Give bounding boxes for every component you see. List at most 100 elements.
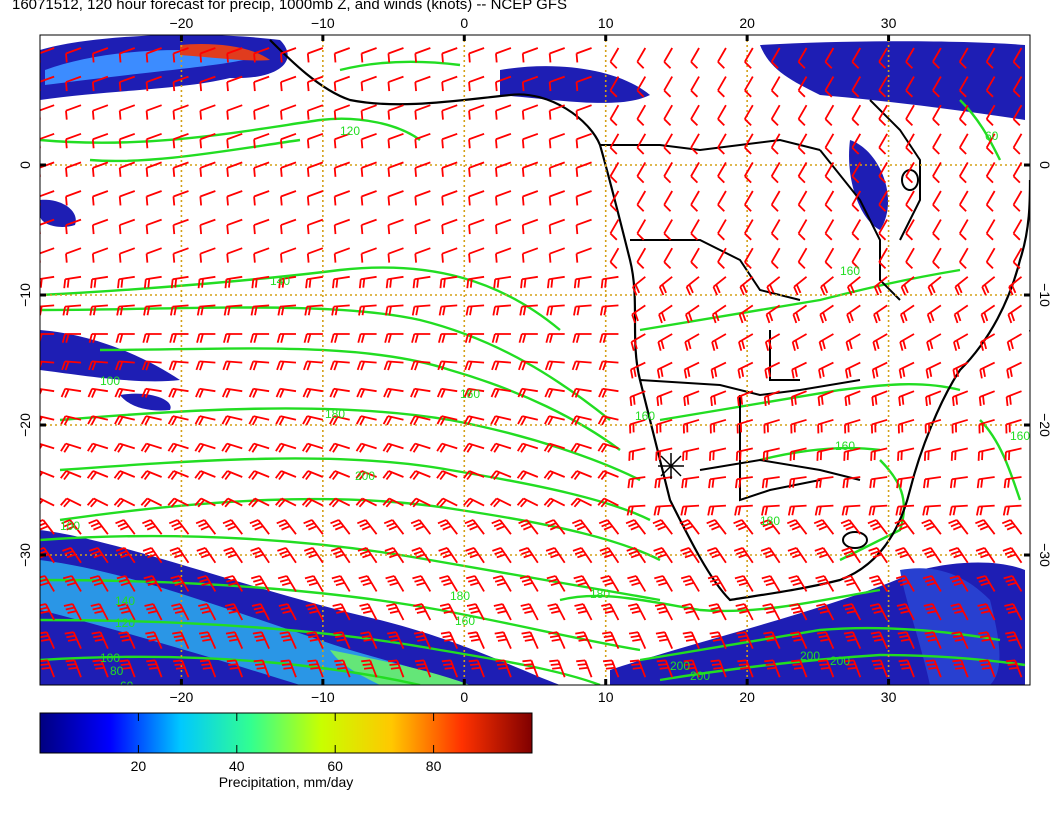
- wind-barb: [275, 470, 297, 481]
- wind-barb: [387, 161, 404, 177]
- wind-barb: [113, 470, 136, 481]
- wind-barb: [253, 659, 270, 678]
- wind-barb: [548, 631, 566, 649]
- wind-barb: [113, 442, 136, 453]
- wind-barb: [926, 304, 942, 324]
- wind-barb: [636, 76, 647, 98]
- wind-barb: [950, 603, 969, 621]
- wind-barb: [226, 659, 244, 678]
- wind-barb: [950, 447, 968, 461]
- wind-barb: [842, 575, 862, 592]
- wind-barb: [851, 247, 862, 270]
- wind-barb: [414, 218, 431, 235]
- wind-barb: [707, 547, 727, 564]
- wind-barb: [382, 470, 404, 481]
- wind-barb: [226, 161, 243, 177]
- wind-barb: [328, 470, 351, 481]
- wind-barb: [252, 631, 270, 649]
- wind-barb: [707, 575, 727, 592]
- wind-barb: [280, 161, 297, 177]
- wind-barb: [627, 575, 647, 592]
- wind-barb: [63, 603, 82, 621]
- wind-barb: [414, 247, 431, 263]
- wind-barb: [40, 442, 55, 450]
- wind-barb: [250, 547, 270, 564]
- wind-barb: [463, 415, 485, 426]
- wind-barb: [468, 659, 485, 678]
- wind-barb: [330, 519, 351, 535]
- wind-barb: [985, 190, 996, 212]
- wind-barb: [878, 247, 888, 270]
- wind-barb: [226, 47, 243, 63]
- wind-barb: [878, 104, 888, 127]
- wind-barb: [40, 132, 55, 149]
- wind-barb: [142, 333, 162, 343]
- wind-barb: [248, 497, 270, 508]
- wind-barb: [573, 275, 592, 289]
- wind-barb: [789, 447, 807, 461]
- wind-barb: [40, 519, 55, 535]
- wind-barb: [923, 447, 942, 461]
- wind-barb: [91, 190, 109, 206]
- wind-barb: [925, 361, 942, 379]
- contour-label: 180: [760, 514, 780, 528]
- wind-barb: [609, 76, 620, 98]
- wind-barb: [761, 504, 780, 516]
- wind-barb: [173, 659, 190, 678]
- wind-barb: [1001, 519, 1023, 535]
- wind-barb: [819, 304, 834, 324]
- wind-barb: [932, 133, 942, 155]
- wind-barb: [64, 631, 82, 649]
- wind-barb: [899, 304, 915, 324]
- wind-barb: [436, 497, 458, 508]
- wind-barb: [630, 333, 646, 351]
- wind-barb: [463, 387, 485, 398]
- wind-barb: [40, 75, 55, 92]
- wind-barb: [708, 476, 727, 489]
- wind-barb: [1003, 476, 1022, 489]
- wind-barb: [738, 304, 754, 324]
- wind-barb: [841, 504, 861, 516]
- wind-barb: [717, 47, 727, 69]
- wind-barb: [249, 360, 270, 371]
- wind-barb: [843, 631, 862, 649]
- wind-barb: [494, 631, 512, 649]
- wind-barb: [464, 360, 485, 371]
- wind-barb: [40, 497, 55, 507]
- wind-barb: [118, 190, 136, 206]
- wind-barb: [570, 497, 592, 508]
- wind-barb: [824, 76, 835, 98]
- wind-barb: [824, 219, 835, 241]
- wind-barb: [65, 247, 82, 263]
- wind-barb: [248, 470, 270, 481]
- lat-label-left: −30: [17, 543, 33, 567]
- wind-barb: [304, 575, 324, 592]
- wind-barb: [683, 659, 700, 678]
- wind-barb: [142, 519, 163, 535]
- wind-barb: [90, 603, 109, 621]
- wind-barb: [925, 659, 942, 678]
- wind-barb: [896, 603, 915, 621]
- wind-barb: [516, 470, 539, 481]
- wind-barb: [144, 603, 163, 621]
- wind-barb: [492, 304, 512, 316]
- wind-barb: [172, 218, 189, 235]
- wind-barb: [172, 190, 189, 206]
- wind-barb: [518, 333, 538, 343]
- wind-barb: [333, 631, 351, 649]
- wind-barb: [797, 133, 808, 155]
- wind-barb: [60, 415, 82, 426]
- wind-barb: [248, 442, 270, 453]
- wind-barb: [518, 547, 539, 564]
- wind-barb: [744, 219, 754, 241]
- wind-barb: [303, 547, 324, 564]
- wind-barb: [663, 47, 673, 69]
- wind-barb: [570, 415, 592, 426]
- wind-barb: [113, 497, 136, 508]
- wind-barb: [145, 47, 162, 63]
- wind-barb: [468, 161, 485, 177]
- wind-barb: [275, 387, 297, 398]
- wind-barb: [87, 415, 109, 426]
- wind-barb: [490, 415, 512, 426]
- wind-barb: [409, 470, 431, 481]
